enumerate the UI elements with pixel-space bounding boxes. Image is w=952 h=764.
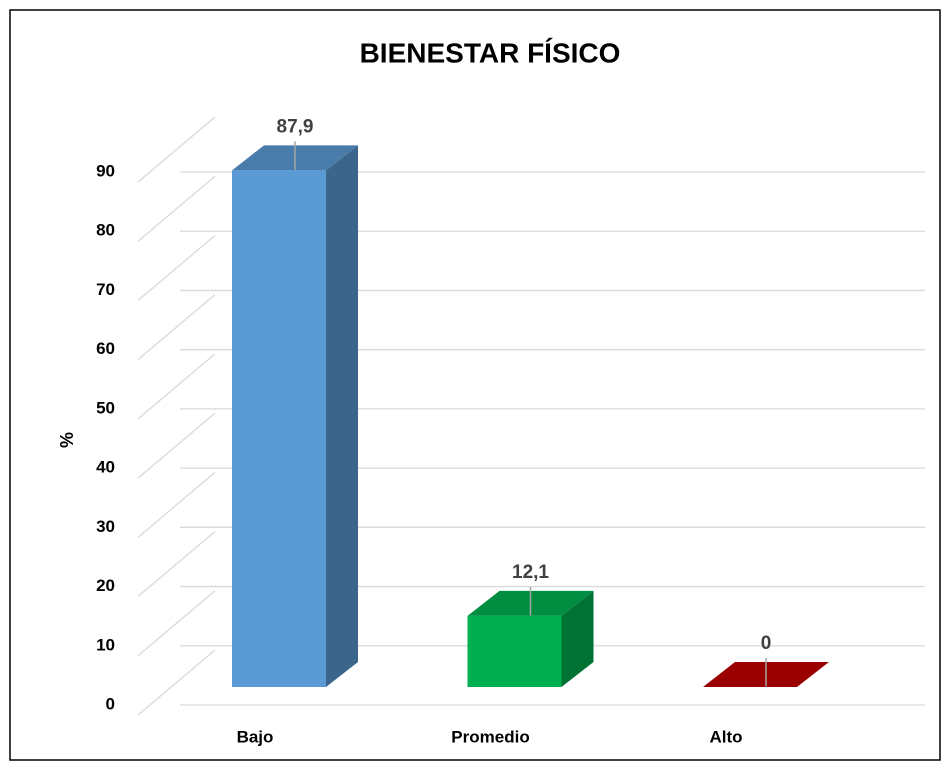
y-tick-label: 30 [96, 517, 115, 536]
y-tick-label: 40 [96, 458, 115, 477]
y-tick-label: 70 [96, 280, 115, 299]
grid-line [137, 590, 216, 657]
grid-line [137, 175, 216, 242]
x-tick-label: Bajo [237, 727, 274, 746]
y-tick-label: 80 [96, 221, 115, 240]
x-tick-label: Alto [709, 727, 742, 746]
bar-side [326, 145, 358, 688]
data-label: 12,1 [512, 562, 549, 583]
grid-line [137, 471, 216, 538]
y-tick-label: 20 [96, 576, 115, 595]
y-tick-label: 90 [96, 161, 115, 180]
y-tick-label: 60 [96, 339, 115, 358]
bar-side [561, 590, 594, 687]
bar-front [467, 615, 562, 687]
grid-line [137, 234, 216, 301]
bar [232, 145, 358, 688]
chart-title: BIENESTAR FÍSICO [360, 37, 621, 68]
data-label: 0 [761, 633, 772, 654]
y-tick-label: 50 [96, 398, 115, 417]
y-tick-label: 10 [96, 635, 115, 654]
grid-line [137, 531, 216, 598]
grid-line [137, 294, 216, 361]
grid-line [137, 353, 216, 420]
x-tick-label: Promedio [451, 727, 529, 746]
data-label: 87,9 [277, 116, 314, 137]
y-axis-label: % [57, 432, 77, 448]
grid-line [137, 412, 216, 479]
y-tick-label: 0 [106, 694, 115, 713]
grid-line [137, 649, 216, 716]
grid-line [137, 116, 216, 183]
bar-front [232, 170, 326, 688]
